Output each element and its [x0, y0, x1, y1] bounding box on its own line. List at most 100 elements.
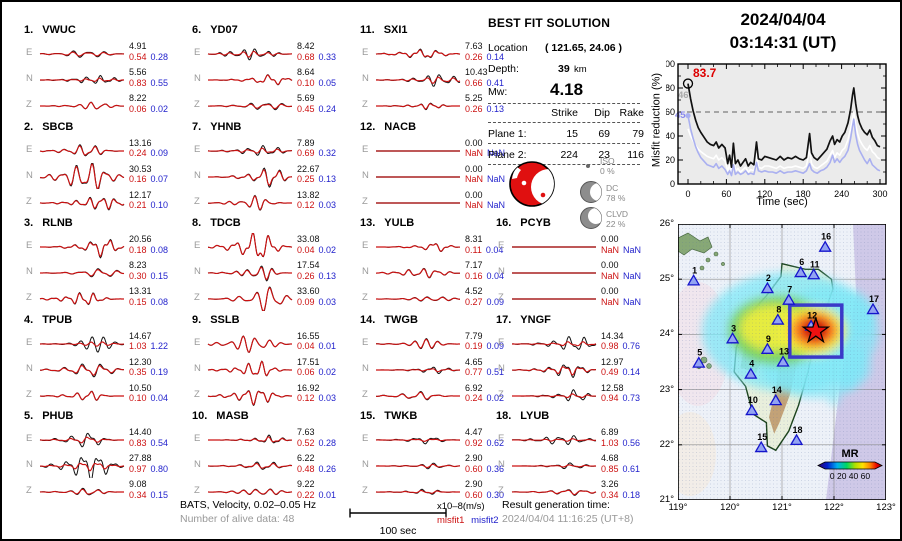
component-values: 0.00 NaN NaN	[601, 260, 642, 281]
component-letter: Z	[26, 388, 32, 400]
dip-header: Dip	[594, 107, 610, 119]
component-row-Z: Z 4.52 0.27 0.09	[348, 285, 512, 311]
svg-text:12: 12	[807, 311, 817, 321]
waveform-YNGF-Z	[512, 388, 596, 401]
map-lat-label: 24°	[659, 328, 674, 340]
plane2-dip: 23	[598, 149, 610, 161]
beachball-focal-mechanism	[509, 161, 555, 207]
component-values: 33.08 0.04 0.02	[297, 234, 337, 255]
map-lat-label: 23°	[659, 383, 674, 395]
map-station-3	[725, 332, 740, 344]
waveform-PCYB-Z	[512, 298, 596, 300]
component-row-E: E 4.91 0.54 0.28	[12, 40, 176, 66]
mr-colorbar	[817, 461, 883, 470]
component-letter: N	[194, 266, 201, 277]
component-row-N: N 4.65 0.77 0.51	[348, 356, 512, 382]
component-values: 4.91 0.54 0.28	[129, 41, 169, 62]
component-letter: E	[498, 433, 505, 444]
component-letter: E	[26, 47, 33, 58]
component-row-N: N 27.88 0.97 0.80	[12, 452, 176, 478]
station-panel-TDCB: 8. TDCB E 33.08 0.04 0.02 N 17.54 0.26 0.13 Z 33.60…	[180, 217, 344, 312]
waveform-TPUB-N	[40, 362, 124, 377]
station-panel-SBCB: 2. SBCB E 13.16 0.24 0.09 N 30.53 0.16 0.07 Z 12.17…	[12, 121, 176, 216]
station-label: 8. TDCB	[192, 217, 241, 229]
component-values: 0.00 NaN NaN	[465, 163, 506, 185]
waveform-RLNB-Z	[39, 291, 124, 306]
misfit-lavender	[687, 115, 881, 177]
component-letter: Z	[362, 195, 368, 207]
station-label: 1. VWUC	[24, 24, 76, 36]
component-row-Z: Z 5.25 0.26 0.13	[348, 92, 512, 118]
station-panel-TWKB: 15. TWKB E 4.47 0.92 0.62 N 2.90 0.60 0.36 Z 2.90 0.…	[348, 410, 512, 505]
result-time-value: 2024/04/04 11:16:25 (UT+8)	[502, 513, 634, 525]
mr-legend-ticks: 0 20 40 60	[830, 471, 870, 481]
component-row-E: E 7.79 0.19 0.09	[348, 330, 512, 356]
waveform-NACB-Z	[376, 201, 460, 204]
annotation-45: 45	[675, 110, 686, 121]
component-values: 7.79 0.19 0.09	[465, 330, 505, 352]
station-panel-YULB: 13. YULB E 8.31 0.11 0.04 N 7.17 0.16 0.04 Z 4.52 0.…	[348, 217, 512, 312]
scalebar-label: 100 sec	[379, 525, 417, 537]
map-station-7	[782, 293, 796, 305]
map-station-16	[818, 240, 832, 252]
component-letter: N	[194, 169, 201, 181]
station-panel-SXI1: 11. SXI1 E 7.63 0.26 0.14 N 10.43 0.66 0.41 Z 5.25 0…	[348, 24, 512, 119]
station-label: 6. YD07	[192, 24, 238, 36]
mw-value: 4.18	[550, 80, 584, 99]
component-values: 4.68 0.85 0.61	[601, 453, 641, 474]
component-letter: N	[194, 362, 201, 374]
misfit-reduction-plot: 0 20 40 60 80 100 0 60 120 180 240 300 83.7 46 45	[666, 60, 888, 199]
waveform-TDCB-E	[208, 233, 293, 258]
waveform-TDCB-Z	[208, 286, 293, 311]
map-station-11	[807, 267, 821, 280]
component-row-Z: Z 33.60 0.09 0.03	[180, 285, 344, 311]
component-letter: Z	[498, 388, 504, 400]
map-station-6	[794, 265, 808, 278]
waveform-SSLB-Z	[207, 389, 292, 406]
component-row-Z: Z 12.17 0.21 0.10	[12, 189, 176, 215]
waveform-MASB-E	[208, 434, 292, 444]
component-letter: Z	[362, 388, 368, 400]
component-values: 30.53 0.16 0.07	[129, 163, 169, 185]
component-values: 12.58 0.94 0.73	[601, 382, 641, 404]
component-values: 7.89 0.69 0.32	[297, 137, 337, 159]
map-station-13	[776, 355, 790, 367]
depth-value: 39	[558, 63, 570, 75]
component-letter: Z	[194, 388, 200, 400]
map-station-2	[760, 281, 775, 294]
waveform-NACB-E	[376, 149, 460, 152]
svg-text:3: 3	[731, 323, 736, 333]
waveform-TPUB-E	[39, 335, 125, 353]
svg-text:14: 14	[772, 385, 782, 395]
waveform-PCYB-E	[512, 246, 596, 248]
component-row-Z: Z 5.69 0.45 0.24	[180, 92, 344, 118]
station-panel-LYUB: 18. LYUB E 6.89 1.03 0.56 N 4.68 0.85 0.61 Z 3.26 0.…	[484, 410, 648, 505]
component-letter: E	[194, 336, 201, 348]
solution-title: BEST FIT SOLUTION	[488, 16, 611, 30]
component-values: 12.97 0.49 0.14	[601, 356, 641, 378]
scalebar-line	[349, 508, 447, 518]
component-row-N: N 8.64 0.10 0.05	[180, 66, 344, 92]
svg-text:120: 120	[757, 189, 772, 199]
station-panel-TPUB: 4. TPUB E 14.67 1.03 1.22 N 12.30 0.35 0.19 Z 10.50…	[12, 314, 176, 409]
component-row-N: N 22.67 0.25 0.13	[180, 163, 344, 189]
plane1-label: Plane 1:	[488, 128, 527, 140]
component-values: 2.90 0.60 0.36	[465, 453, 505, 474]
waveform-MASB-N	[207, 461, 293, 470]
waveform-SSLB-E	[207, 334, 292, 353]
waveform-YD07-N	[208, 74, 293, 86]
station-label: 10. MASB	[192, 410, 249, 422]
waveform-TWKB-N	[376, 462, 461, 470]
component-values: 12.30 0.35 0.19	[129, 356, 169, 378]
map-lon-label: 122°	[824, 502, 844, 513]
component-letter: E	[362, 336, 369, 348]
misfit2-legend: misfit2	[471, 515, 499, 526]
plane2-strike: 224	[560, 149, 578, 161]
iso-icon	[586, 164, 590, 168]
bandpass-note: BATS, Velocity, 0.02–0.05 Hz	[180, 499, 317, 511]
component-letter: N	[498, 459, 505, 470]
station-panel-YNGF: 17. YNGF E 14.34 0.98 0.76 N 12.97 0.49 0.14 Z 12.5…	[484, 314, 648, 409]
station-label: 14. TWGB	[360, 313, 418, 326]
